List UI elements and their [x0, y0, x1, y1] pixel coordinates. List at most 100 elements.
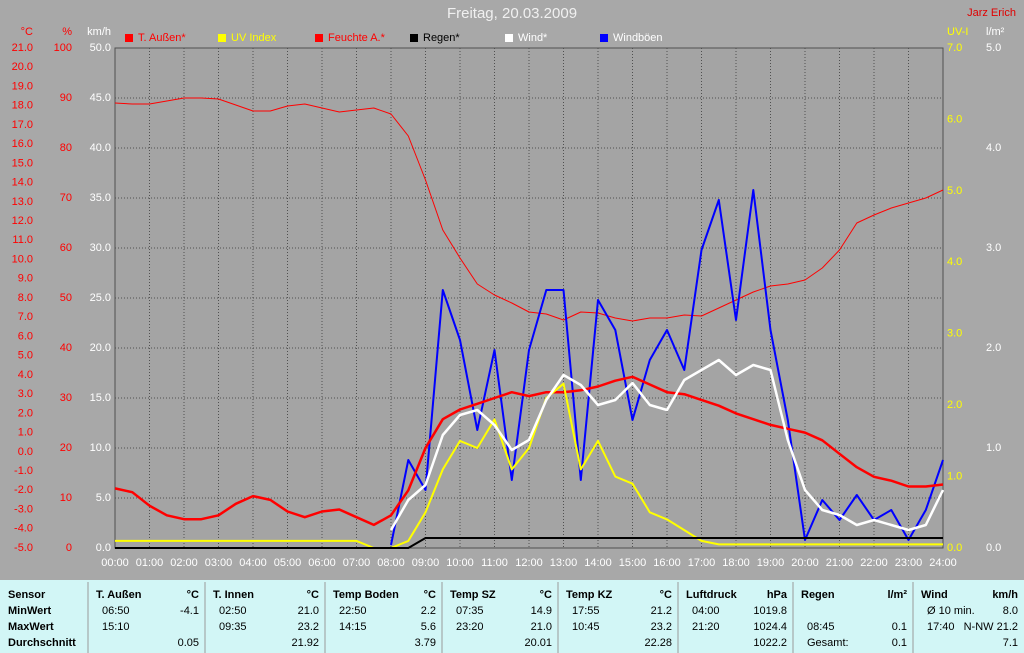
axis-label: km/h	[87, 26, 111, 38]
y-tick-label: 10	[60, 492, 72, 504]
x-tick-label: 16:00	[653, 557, 681, 569]
table-header: Sensor	[8, 589, 46, 601]
y-tick-label: 100	[54, 42, 72, 54]
y-tick-label: 50	[60, 292, 72, 304]
table-cell: 17:40	[927, 621, 955, 633]
y-tick-label: 2.0	[947, 399, 962, 411]
table-cell: 21.0	[531, 621, 552, 633]
axis-label: UV-I	[947, 26, 968, 38]
x-tick-label: 10:00	[446, 557, 474, 569]
table-cell: 10:45	[572, 621, 600, 633]
y-tick-label: -1.0	[14, 465, 33, 477]
table-unit: °C	[540, 589, 552, 601]
y-tick-label: -4.0	[14, 523, 33, 535]
y-tick-label: 10.0	[12, 253, 33, 265]
author: Jarz Erich	[967, 7, 1016, 19]
y-tick-label: 4.0	[947, 256, 962, 268]
y-tick-label: 0.0	[947, 542, 962, 554]
y-tick-label: 2.0	[18, 407, 33, 419]
x-tick-label: 07:00	[343, 557, 371, 569]
table-header: Wind	[921, 589, 948, 601]
series-line	[114, 97, 944, 322]
table-cell: 22:50	[339, 605, 367, 617]
table-cell: 22.28	[644, 637, 672, 649]
x-tick-label: 04:00	[239, 557, 267, 569]
y-tick-label: 20	[60, 442, 72, 454]
table-unit: °C	[187, 589, 199, 601]
y-tick-label: 14.0	[12, 177, 33, 189]
table-cell: -4.1	[180, 605, 199, 617]
y-tick-label: 30.0	[90, 242, 111, 254]
table-unit: °C	[307, 589, 319, 601]
table-cell: 20.01	[524, 637, 552, 649]
y-tick-label: -2.0	[14, 484, 33, 496]
series-line	[115, 382, 943, 549]
x-tick-label: 06:00	[308, 557, 336, 569]
table-cell: MaxWert	[8, 621, 54, 633]
series-line	[114, 375, 944, 527]
table-header: Luftdruck	[686, 589, 738, 601]
y-tick-label: 5.0	[18, 350, 33, 362]
y-tick-label: 70	[60, 192, 72, 204]
x-tick-label: 09:00	[412, 557, 440, 569]
y-tick-label: 11.0	[12, 234, 33, 246]
y-tick-label: 25.0	[90, 292, 111, 304]
y-tick-label: 13.0	[12, 196, 33, 208]
y-tick-label: 0.0	[18, 446, 33, 458]
y-tick-label: 35.0	[90, 192, 111, 204]
y-tick-label: 16.0	[12, 138, 33, 150]
y-tick-label: 18.0	[12, 100, 33, 112]
y-tick-label: 20.0	[12, 61, 33, 73]
y-tick-label: 0	[66, 542, 72, 554]
legend-label: Feuchte A.*	[328, 32, 386, 44]
x-tick-label: 22:00	[860, 557, 888, 569]
table-cell: MinWert	[8, 605, 52, 617]
x-tick-label: 12:00	[515, 557, 543, 569]
legend-swatch	[218, 34, 226, 42]
legend-swatch	[410, 34, 418, 42]
y-tick-label: 15.0	[12, 157, 33, 169]
y-tick-label: 45.0	[90, 92, 111, 104]
table-cell: Gesamt:	[807, 637, 849, 649]
table-cell: Durchschnitt	[8, 637, 76, 649]
x-tick-label: 08:00	[377, 557, 405, 569]
y-tick-label: -3.0	[14, 503, 33, 515]
table-cell: 14:15	[339, 621, 367, 633]
y-tick-label: 30	[60, 392, 72, 404]
x-tick-label: 17:00	[688, 557, 716, 569]
axis-label: l/m²	[986, 26, 1005, 38]
table-cell: 0.1	[892, 637, 907, 649]
legend-label: Regen*	[423, 32, 460, 44]
axis-label: %	[62, 26, 72, 38]
table-unit: km/h	[992, 589, 1018, 601]
table-header: Temp SZ	[450, 589, 496, 601]
chart-title: Freitag, 20.03.2009	[447, 5, 577, 22]
table-cell: 7.1	[1003, 637, 1018, 649]
x-tick-label: 24:00	[929, 557, 957, 569]
y-tick-label: 90	[60, 92, 72, 104]
table-header: T. Außen	[96, 589, 142, 601]
x-tick-label: 03:00	[205, 557, 233, 569]
x-tick-label: 05:00	[274, 557, 302, 569]
table-cell: 0.1	[892, 621, 907, 633]
y-tick-label: 10.0	[90, 442, 111, 454]
table-cell: 08:45	[807, 621, 835, 633]
table-cell: 17:55	[572, 605, 600, 617]
y-tick-label: 5.0	[947, 185, 962, 197]
y-tick-label: 7.0	[947, 42, 962, 54]
table-header: T. Innen	[213, 589, 254, 601]
y-tick-label: 50.0	[90, 42, 111, 54]
legend-label: UV Index	[231, 32, 277, 44]
x-tick-label: 15:00	[619, 557, 647, 569]
x-tick-label: 00:00	[101, 557, 129, 569]
table-cell: 06:50	[102, 605, 130, 617]
y-tick-label: 0.0	[96, 542, 111, 554]
table-cell: 21.92	[291, 637, 319, 649]
table-cell: 21.0	[298, 605, 319, 617]
table-header: Temp Boden	[333, 589, 399, 601]
table-header: Regen	[801, 589, 835, 601]
legend-swatch	[125, 34, 133, 42]
y-tick-label: 1.0	[18, 427, 33, 439]
series-line	[390, 189, 944, 546]
table-unit: l/m²	[887, 589, 907, 601]
